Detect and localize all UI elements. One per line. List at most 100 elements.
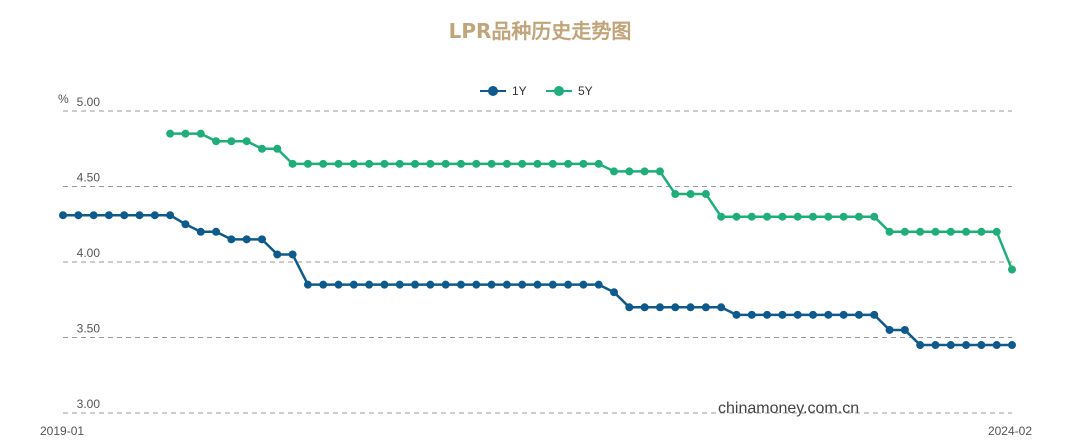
data-point[interactable] — [946, 227, 955, 236]
data-point[interactable] — [747, 212, 756, 221]
data-point[interactable] — [472, 159, 481, 168]
data-point[interactable] — [992, 227, 1001, 236]
data-point[interactable] — [288, 250, 297, 259]
data-point[interactable] — [625, 167, 634, 176]
data-point[interactable] — [931, 341, 940, 350]
data-point[interactable] — [395, 280, 404, 289]
data-point[interactable] — [625, 303, 634, 312]
data-point[interactable] — [502, 280, 511, 289]
data-point[interactable] — [870, 310, 879, 319]
data-point[interactable] — [579, 280, 588, 289]
data-point[interactable] — [778, 310, 787, 319]
data-point[interactable] — [411, 159, 420, 168]
data-point[interactable] — [992, 341, 1001, 350]
data-point[interactable] — [793, 310, 802, 319]
data-point[interactable] — [533, 159, 542, 168]
data-point[interactable] — [977, 341, 986, 350]
data-point[interactable] — [181, 220, 190, 229]
data-point[interactable] — [288, 159, 297, 168]
data-point[interactable] — [441, 159, 450, 168]
legend[interactable]: 1Y 5Y — [480, 84, 593, 98]
data-point[interactable] — [962, 341, 971, 350]
data-point[interactable] — [732, 310, 741, 319]
data-point[interactable] — [824, 310, 833, 319]
data-point[interactable] — [962, 227, 971, 236]
data-point[interactable] — [610, 167, 619, 176]
data-point[interactable] — [456, 280, 465, 289]
data-point[interactable] — [1008, 341, 1016, 350]
data-point[interactable] — [150, 211, 159, 220]
data-point[interactable] — [655, 167, 664, 176]
data-point[interactable] — [380, 159, 389, 168]
data-point[interactable] — [257, 144, 266, 153]
data-point[interactable] — [196, 227, 205, 236]
data-point[interactable] — [1008, 265, 1016, 274]
data-point[interactable] — [395, 159, 404, 168]
data-point[interactable] — [74, 211, 83, 220]
data-point[interactable] — [763, 212, 772, 221]
data-point[interactable] — [686, 303, 695, 312]
data-point[interactable] — [701, 303, 710, 312]
data-point[interactable] — [717, 303, 726, 312]
data-point[interactable] — [227, 235, 236, 244]
data-point[interactable] — [212, 137, 221, 146]
data-point[interactable] — [242, 235, 251, 244]
data-point[interactable] — [502, 159, 511, 168]
data-point[interactable] — [701, 190, 710, 199]
data-point[interactable] — [579, 159, 588, 168]
data-point[interactable] — [196, 129, 205, 138]
data-point[interactable] — [717, 212, 726, 221]
data-point[interactable] — [334, 280, 343, 289]
data-point[interactable] — [946, 341, 955, 350]
data-point[interactable] — [227, 137, 236, 146]
data-point[interactable] — [518, 159, 527, 168]
data-point[interactable] — [977, 227, 986, 236]
data-point[interactable] — [548, 280, 557, 289]
data-point[interactable] — [732, 212, 741, 221]
data-point[interactable] — [426, 280, 435, 289]
data-point[interactable] — [349, 280, 358, 289]
data-point[interactable] — [181, 129, 190, 138]
data-point[interactable] — [594, 280, 603, 289]
data-point[interactable] — [548, 159, 557, 168]
data-point[interactable] — [640, 167, 649, 176]
data-point[interactable] — [303, 280, 312, 289]
data-point[interactable] — [426, 159, 435, 168]
data-point[interactable] — [854, 212, 863, 221]
data-point[interactable] — [456, 159, 465, 168]
data-point[interactable] — [303, 159, 312, 168]
data-point[interactable] — [518, 280, 527, 289]
data-point[interactable] — [686, 190, 695, 199]
data-point[interactable] — [120, 211, 129, 220]
data-point[interactable] — [257, 235, 266, 244]
data-point[interactable] — [104, 211, 113, 220]
legend-item-1y[interactable]: 1Y — [480, 84, 527, 98]
data-point[interactable] — [824, 212, 833, 221]
data-point[interactable] — [885, 325, 894, 334]
data-point[interactable] — [610, 288, 619, 297]
data-point[interactable] — [533, 280, 542, 289]
data-point[interactable] — [809, 212, 818, 221]
data-point[interactable] — [487, 159, 496, 168]
data-point[interactable] — [273, 144, 282, 153]
data-point[interactable] — [747, 310, 756, 319]
data-point[interactable] — [655, 303, 664, 312]
data-point[interactable] — [900, 325, 909, 334]
data-point[interactable] — [411, 280, 420, 289]
data-point[interactable] — [778, 212, 787, 221]
data-point[interactable] — [809, 310, 818, 319]
data-point[interactable] — [564, 280, 573, 289]
data-point[interactable] — [441, 280, 450, 289]
data-point[interactable] — [640, 303, 649, 312]
data-point[interactable] — [487, 280, 496, 289]
data-point[interactable] — [135, 211, 144, 220]
data-point[interactable] — [900, 227, 909, 236]
data-point[interactable] — [349, 159, 358, 168]
data-point[interactable] — [319, 280, 328, 289]
data-point[interactable] — [839, 310, 848, 319]
data-point[interactable] — [671, 190, 680, 199]
data-point[interactable] — [212, 227, 221, 236]
data-point[interactable] — [166, 211, 175, 220]
data-point[interactable] — [839, 212, 848, 221]
data-point[interactable] — [319, 159, 328, 168]
